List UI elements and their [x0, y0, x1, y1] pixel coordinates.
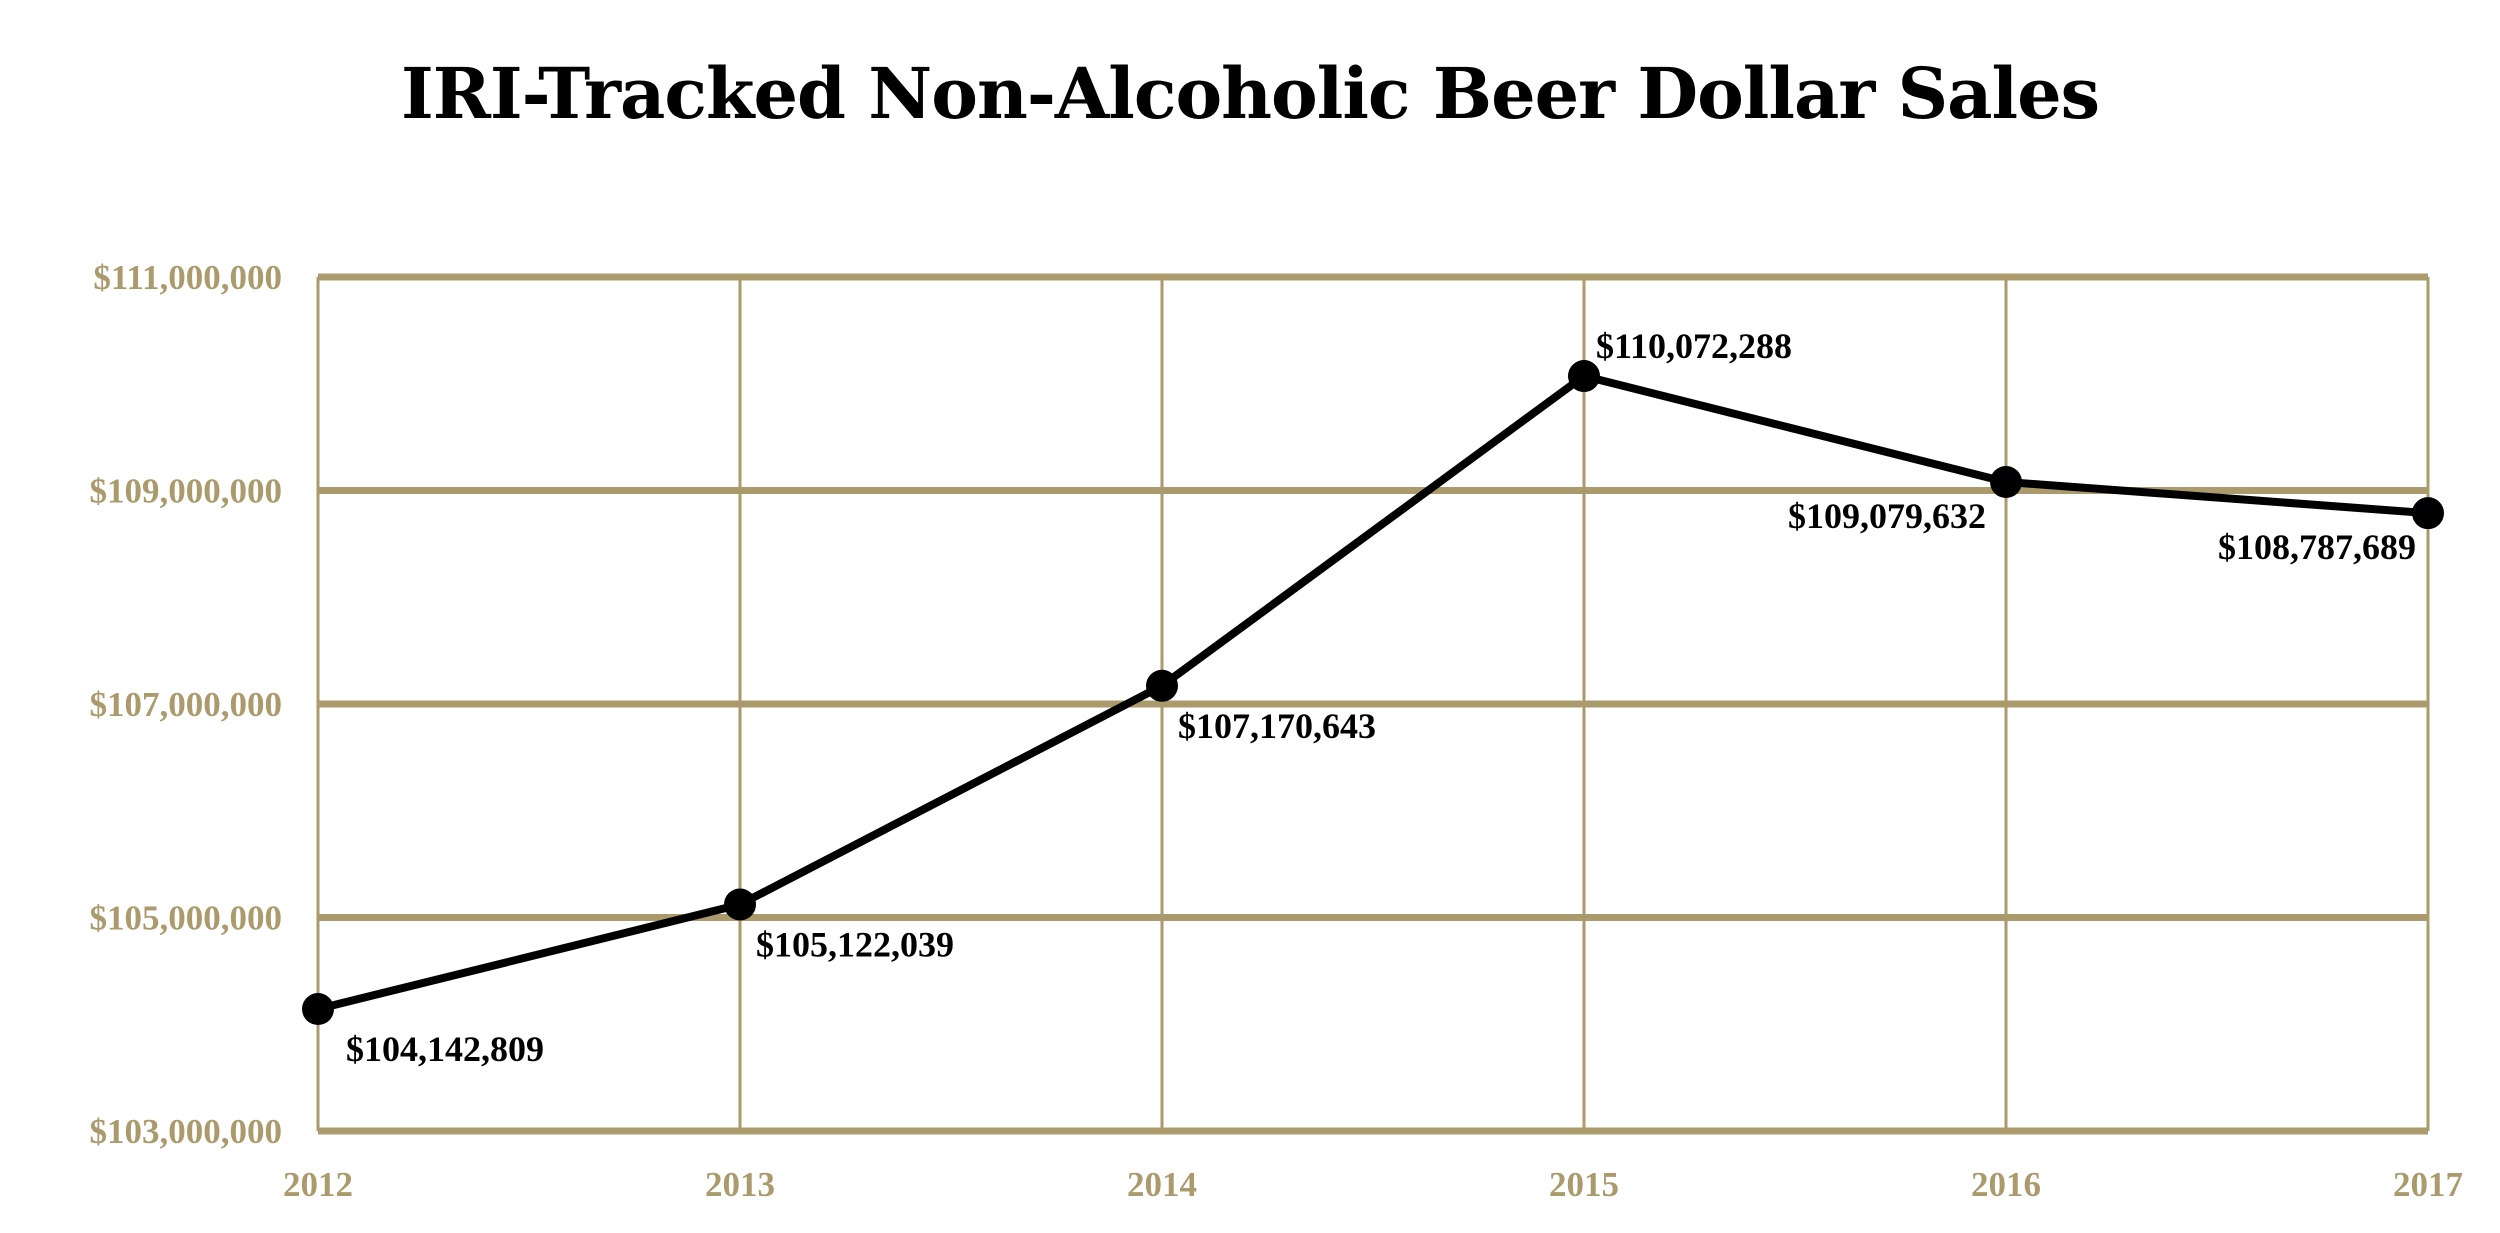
- data-point: [1146, 669, 1178, 702]
- y-tick-label: $107,000,000: [90, 685, 283, 724]
- x-tick-label: 2014: [1127, 1165, 1197, 1204]
- x-tick-label: 2012: [283, 1165, 353, 1204]
- y-tick-label: $105,000,000: [90, 899, 283, 938]
- data-point: [1990, 465, 2022, 498]
- y-tick-label: $111,000,000: [93, 258, 282, 297]
- x-tick-label: 2016: [1971, 1165, 2041, 1204]
- series-line: [317, 372, 2429, 1013]
- data-label: $104,142,809: [346, 1029, 544, 1069]
- chart-title: IRI-Tracked Non-Alcoholic Beer Dollar Sa…: [400, 52, 2100, 135]
- grid: [316, 273, 2430, 1135]
- y-tick-label: $109,000,000: [90, 472, 283, 511]
- data-label: $105,122,039: [756, 924, 954, 964]
- data-point: [724, 888, 756, 921]
- x-tick-label: 2017: [2393, 1165, 2463, 1204]
- data-label: $110,072,288: [1596, 326, 1792, 366]
- data-point: [2412, 497, 2444, 530]
- data-label: $108,787,689: [2218, 527, 2416, 567]
- data-label: $109,079,632: [1788, 496, 1986, 536]
- data-point: [302, 993, 334, 1026]
- data-labels: $104,142,809 $105,122,039 $107,170,643 $110…: [346, 326, 2416, 1069]
- data-label: $107,170,643: [1178, 706, 1376, 746]
- data-point: [1568, 360, 1600, 393]
- axes: $103,000,000 $105,000,000 $107,000,000 $109…: [90, 258, 2464, 1204]
- x-tick-label: 2015: [1549, 1165, 1619, 1204]
- x-tick-label: 2013: [705, 1165, 775, 1204]
- series: [302, 360, 2444, 1026]
- y-tick-label: $103,000,000: [90, 1112, 283, 1151]
